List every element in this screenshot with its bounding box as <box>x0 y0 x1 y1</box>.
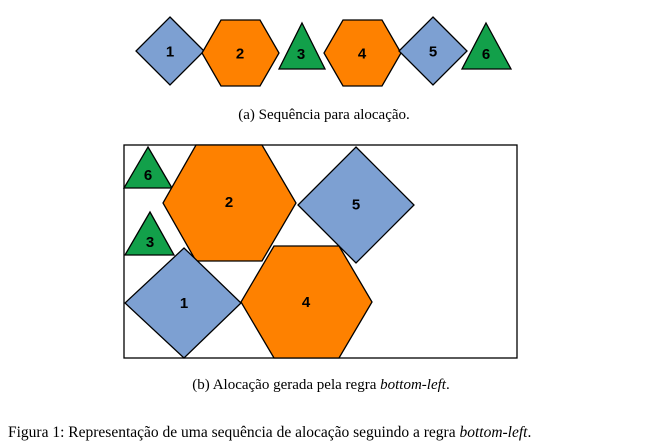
allocation-label-1: 1 <box>180 295 188 312</box>
sequence-label-6: 6 <box>482 46 490 63</box>
sequence-panel: 1 2 3 4 5 6 (a) Sequência para alocação. <box>135 16 513 123</box>
allocation-label-4: 4 <box>302 294 311 311</box>
sequence-shape-6-triangle: 6 <box>460 21 513 70</box>
allocation-shape-4-hexagon: 4 <box>240 245 373 359</box>
allocation-caption-suffix: . <box>446 377 450 393</box>
sequence-label-5: 5 <box>429 44 437 61</box>
sequence-label-2: 2 <box>236 46 244 63</box>
sequence-caption: (a) Sequência para alocação. <box>238 107 410 123</box>
allocation-panel: 6 2 5 3 1 4 (b) Alocação gerada pela reg… <box>122 144 518 393</box>
figure-caption: Figura 1: Representação de uma sequência… <box>8 424 531 441</box>
allocation-caption: (b) Alocação gerada pela regra bottom-le… <box>192 377 449 393</box>
allocation-shape-1-diamond: 1 <box>124 247 242 359</box>
allocation-caption-prefix: (b) Alocação gerada pela regra <box>192 377 380 393</box>
allocation-label-5: 5 <box>352 197 360 214</box>
sequence-label-3: 3 <box>297 46 305 63</box>
allocation-label-2: 2 <box>225 194 233 211</box>
figure-caption-emph: bottom-left <box>459 424 528 441</box>
allocation-shape-3-triangle: 3 <box>123 210 176 256</box>
sequence-shape-1-diamond: 1 <box>135 16 205 86</box>
figure-caption-prefix: Figura 1: Representação de uma sequência… <box>8 424 459 441</box>
allocation-shape-2-hexagon: 2 <box>162 144 297 262</box>
figure-caption-suffix: . <box>527 424 531 441</box>
sequence-shape-2-hexagon: 2 <box>201 19 280 87</box>
allocation-shape-6-triangle: 6 <box>122 145 174 189</box>
allocation-label-3: 3 <box>146 234 154 251</box>
sequence-shape-5-diamond: 5 <box>398 16 468 86</box>
sequence-label-4: 4 <box>358 46 367 63</box>
sequence-label-1: 1 <box>166 44 174 61</box>
allocation-label-6: 6 <box>144 167 152 184</box>
allocation-caption-emph: bottom-left <box>380 377 447 393</box>
allocation-shape-5-diamond: 5 <box>297 146 415 264</box>
sequence-shape-4-hexagon: 4 <box>323 19 402 87</box>
sequence-shape-3-triangle: 3 <box>277 21 327 70</box>
